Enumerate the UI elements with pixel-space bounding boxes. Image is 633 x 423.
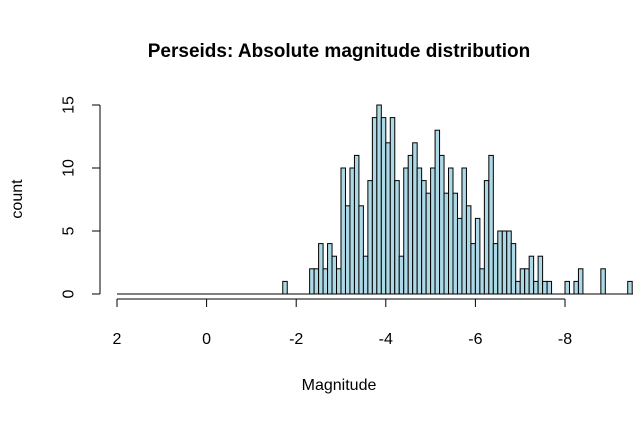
histogram-bar [371, 117, 378, 295]
y-axis-title: count [9, 179, 26, 219]
x-tick-label: 0 [202, 331, 211, 348]
histogram-bar [465, 205, 472, 295]
x-tick-label: -8 [558, 331, 572, 348]
histogram-bar [492, 243, 499, 295]
histogram-bar [439, 154, 445, 295]
histogram-bar [577, 268, 584, 295]
histogram-bar [497, 230, 503, 295]
x-tick-label: -6 [468, 331, 482, 348]
histogram-bar [627, 280, 633, 295]
histogram-bar [412, 142, 418, 295]
histogram-bar [600, 268, 606, 295]
histogram-bar [344, 205, 351, 295]
histogram-bar [546, 280, 553, 295]
histogram-bar [448, 167, 454, 295]
histogram-bar [425, 192, 432, 295]
histogram-bar [403, 167, 409, 295]
histogram-bar [537, 255, 544, 295]
histogram-bar [430, 167, 436, 295]
histogram-bar [483, 180, 490, 295]
histogram-bar [362, 255, 369, 295]
y-tick-label: 0 [61, 289, 78, 298]
histogram-bar [394, 180, 400, 295]
histogram-bar [358, 205, 364, 295]
histogram-bar [349, 167, 355, 295]
histogram-bar [533, 280, 539, 295]
histogram-bar [510, 243, 517, 295]
y-tick-label: 5 [61, 226, 78, 235]
histogram-bar [282, 280, 288, 295]
histogram-bar [353, 154, 360, 295]
histogram-bar [322, 268, 329, 295]
histogram-bar [407, 154, 414, 295]
histogram-bar [398, 255, 405, 295]
histogram-bar [501, 230, 508, 295]
y-tick-label: 10 [61, 159, 78, 177]
histogram-bar [573, 280, 579, 295]
histogram-bar [506, 230, 512, 295]
histogram-bar [474, 217, 481, 295]
histogram-bar [340, 167, 346, 295]
histogram-bar [380, 117, 387, 295]
x-tick-label: -2 [289, 331, 303, 348]
histogram-bar [318, 243, 324, 295]
histogram-bar [564, 280, 570, 295]
histogram-bar [331, 255, 338, 295]
histogram-bar [336, 268, 342, 295]
x-axis: 2 0 -2 -4 -6 -8 [113, 298, 572, 348]
histogram-bar [421, 180, 427, 295]
histogram-bar [327, 243, 333, 295]
histogram-bar [519, 268, 526, 295]
y-tick-label: 15 [61, 96, 78, 114]
histogram-bar [515, 280, 521, 295]
histogram-bar [313, 268, 320, 295]
histogram-bar [416, 167, 423, 295]
histogram-bar [524, 268, 530, 295]
histogram-bar [385, 142, 391, 295]
histogram-bar [452, 192, 458, 295]
histogram-bar [309, 268, 315, 295]
histogram-bar [376, 104, 382, 295]
histogram-bar [367, 180, 373, 295]
histogram-bar [434, 129, 441, 295]
bars-group [282, 104, 633, 295]
histogram-bar [389, 117, 396, 295]
histogram-bar [528, 255, 535, 295]
x-tick-label: -4 [379, 331, 393, 348]
histogram-bar [488, 154, 494, 295]
histogram-bar [470, 243, 476, 295]
x-tick-label: 2 [113, 331, 122, 348]
histogram-bar [456, 217, 463, 295]
x-axis-title: Magnitude [302, 377, 377, 394]
y-axis: 0 5 10 15 [61, 96, 101, 298]
histogram-bar [479, 268, 485, 295]
histogram-bar [443, 192, 450, 295]
histogram-bar [461, 167, 467, 295]
chart-title: Perseids: Absolute magnitude distributio… [148, 41, 531, 62]
histogram-bar [542, 280, 548, 295]
